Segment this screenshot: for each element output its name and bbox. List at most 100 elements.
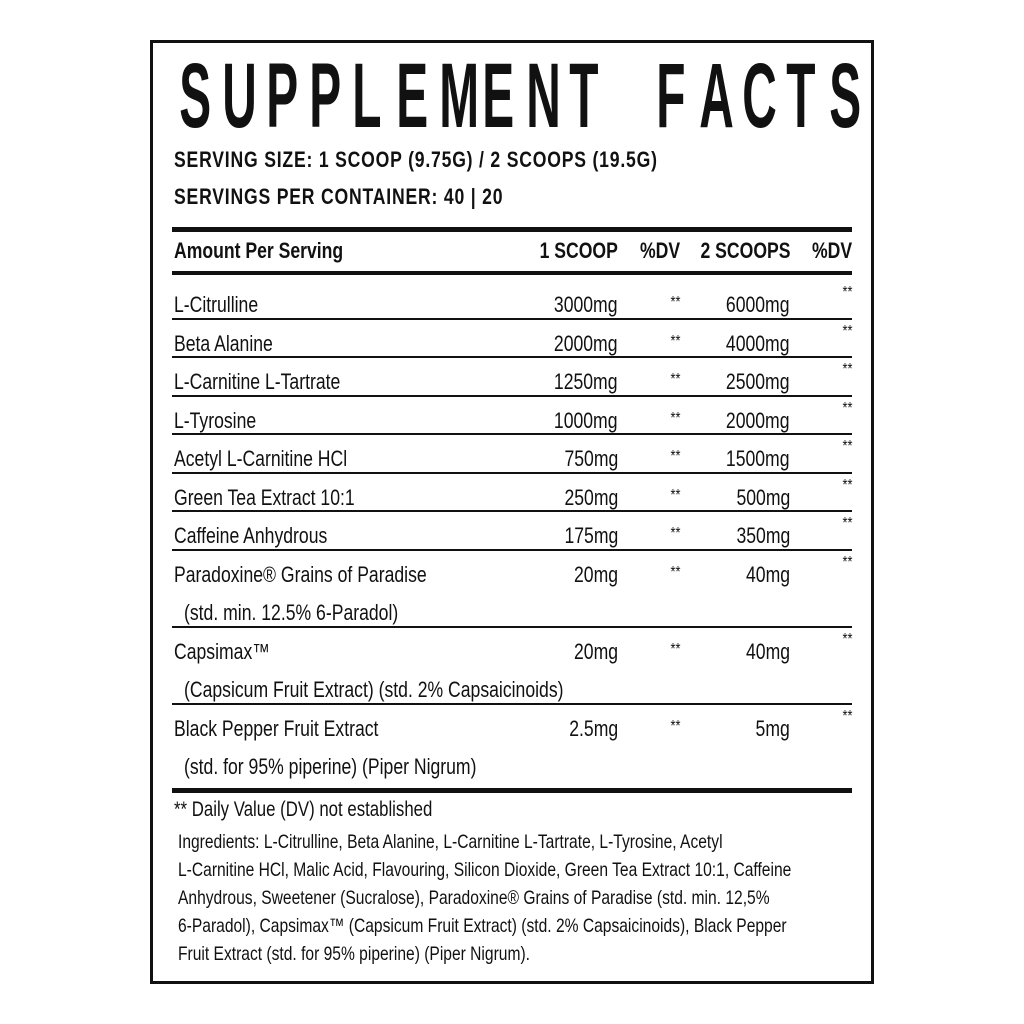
dv-2-scoops-text: ** — [842, 707, 852, 725]
dv-1-scoop-text: ** — [670, 448, 680, 465]
amount-1-scoop: 175mg — [460, 523, 618, 549]
divider-thick — [172, 227, 852, 232]
row-divider — [172, 395, 852, 397]
ingredients-line: Anhydrous, Sweetener (Sucralose), Parado… — [178, 887, 770, 909]
dv-1-scoop: ** — [600, 641, 680, 659]
dv-1-scoop: ** — [600, 718, 680, 736]
title-letter: T — [569, 45, 599, 147]
title-letter: P — [265, 45, 298, 147]
title-letter: M — [439, 45, 480, 147]
row-divider — [172, 318, 852, 320]
amount-1-scoop-text: 2.5mg — [569, 715, 618, 741]
amount-2-scoops-text: 500mg — [736, 484, 790, 510]
dv-2-scoops: ** — [770, 631, 852, 649]
ingredient-name: L-Tyrosine — [174, 408, 277, 434]
row-divider — [172, 356, 852, 358]
amount-1-scoop-text: 2000mg — [554, 330, 618, 356]
ingredient-name: L-Citrulline — [174, 292, 279, 318]
dv-1-scoop: ** — [600, 448, 680, 466]
amount-2-scoops: 2000mg — [640, 408, 790, 434]
ingredient-name: Green Tea Extract 10:1 — [174, 485, 400, 511]
amount-1-scoop: 750mg — [460, 446, 618, 472]
amount-1-scoop-text: 20mg — [573, 561, 618, 587]
amount-1-scoop-text: 750mg — [564, 446, 618, 471]
dv-2-scoops: ** — [770, 284, 852, 302]
amount-1-scoop-text: 1250mg — [554, 369, 618, 394]
dv-2-scoops: ** — [770, 554, 852, 572]
ingredient-name-text: L-Tyrosine — [174, 407, 257, 433]
ingredient-standardization-text: (std. for 95% piperine) (Piper Nigrum) — [184, 753, 477, 779]
amount-2-scoops: 40mg — [640, 562, 790, 588]
amount-2-scoops: 350mg — [640, 523, 790, 549]
title-letter: P — [309, 45, 342, 147]
dv-1-scoop: ** — [600, 487, 680, 505]
ingredient-name-text: L-Carnitine L-Tartrate — [174, 369, 341, 394]
servings-per-container: SERVINGS PER CONTAINER: 40 | 20 — [174, 184, 504, 209]
amount-1-scoop: 250mg — [460, 485, 618, 511]
dv-1-scoop-text: ** — [670, 294, 680, 311]
dv-2-scoops: ** — [770, 515, 852, 533]
dv-1-scoop-text: ** — [670, 409, 680, 427]
title-letter: E — [395, 45, 428, 147]
divider-header — [172, 271, 852, 275]
ingredient-name-text: Black Pepper Fruit Extract — [174, 715, 379, 741]
row-divider — [172, 626, 852, 628]
dv-1-scoop-text: ** — [670, 371, 680, 388]
dv-1-scoop-text: ** — [670, 525, 680, 542]
dv-2-scoops-text: ** — [842, 399, 852, 417]
ingredient-standardization-text: (Capsicum Fruit Extract) (std. 2% Capsai… — [184, 676, 564, 702]
amount-2-scoops-text: 5mg — [755, 715, 790, 741]
ingredient-name-text: Paradoxine® Grains of Paradise — [174, 561, 427, 587]
dv-1-scoop: ** — [600, 410, 680, 428]
amount-1-scoop: 1250mg — [460, 369, 618, 395]
amount-2-scoops: 5mg — [640, 716, 790, 742]
row-divider — [172, 510, 852, 512]
title-letter: A — [699, 45, 734, 147]
ingredient-name-text: Capsimax™ — [174, 638, 270, 664]
ingredient-name: Acetyl L-Carnitine HCl — [174, 446, 390, 472]
amount-2-scoops-text: 40mg — [745, 561, 790, 587]
title-letter: E — [482, 45, 515, 147]
dv-2-scoops-text: ** — [842, 438, 852, 455]
amount-1-scoop-text: 20mg — [573, 638, 618, 664]
amount-2-scoops: 1500mg — [640, 446, 790, 472]
amount-2-scoops-text: 2500mg — [726, 369, 790, 394]
ingredients-line: Fruit Extract (std. for 95% piperine) (P… — [178, 943, 530, 965]
title-letter: C — [742, 45, 778, 147]
dv-1-scoop: ** — [600, 564, 680, 582]
ingredient-name-text: Caffeine Anhydrous — [174, 523, 328, 548]
row-divider — [172, 433, 852, 435]
ingredient-name: Paradoxine® Grains of Paradise — [174, 562, 490, 588]
amount-1-scoop-text: 3000mg — [554, 292, 618, 317]
dv-2-scoops: ** — [770, 361, 852, 379]
footnote: ** Daily Value (DV) not established — [174, 798, 433, 821]
dv-1-scoop-text: ** — [670, 640, 680, 658]
dv-2-scoops-text: ** — [842, 553, 852, 571]
amount-2-scoops-text: 1500mg — [726, 446, 790, 471]
dv-1-scoop-text: ** — [670, 486, 680, 504]
divider-thick-bottom — [172, 788, 852, 793]
dv-2-scoops: ** — [770, 400, 852, 418]
title-letter: N — [525, 45, 561, 147]
header-1-scoop: 1 SCOOP — [539, 238, 618, 263]
dv-2-scoops-text: ** — [842, 515, 852, 532]
header-dv-2: %DV — [811, 238, 852, 263]
dv-1-scoop-text: ** — [670, 717, 680, 735]
ingredient-name: L-Carnitine L-Tartrate — [174, 369, 382, 395]
serving-size: SERVING SIZE: 1 SCOOP (9.75G) / 2 SCOOPS… — [174, 147, 658, 172]
dv-2-scoops: ** — [770, 323, 852, 341]
dv-1-scoop-text: ** — [670, 332, 680, 350]
amount-1-scoop: 2.5mg — [460, 716, 618, 742]
row-divider — [172, 472, 852, 474]
header-2-scoops: 2 SCOOPS — [700, 238, 790, 263]
ingredients-line: L-Carnitine HCl, Malic Acid, Flavouring,… — [178, 859, 792, 881]
title-letter: U — [222, 45, 258, 147]
header-amount: Amount Per Serving — [174, 238, 344, 263]
ingredients-line: 6-Paradol), Capsimax™ (Capsicum Fruit Ex… — [178, 915, 787, 937]
amount-2-scoops-text: 6000mg — [726, 292, 790, 317]
row-divider — [172, 703, 852, 705]
title-letter: L — [352, 45, 382, 147]
dv-2-scoops-text: ** — [842, 322, 852, 340]
header-dv-1: %DV — [639, 238, 680, 263]
